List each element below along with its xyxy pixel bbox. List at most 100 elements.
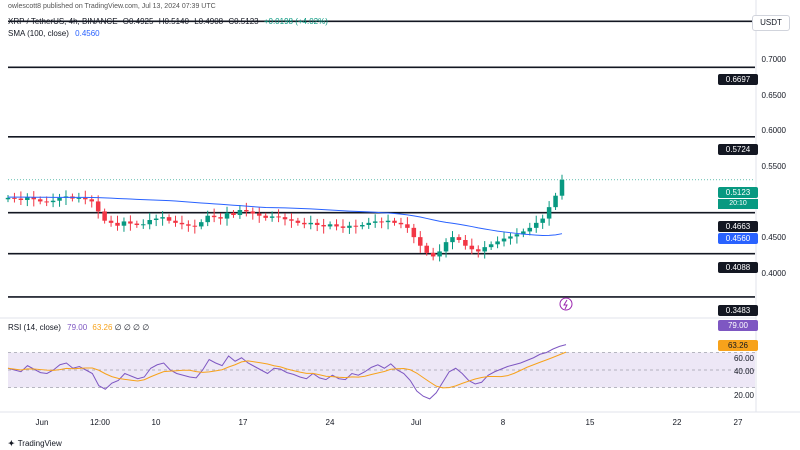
rsi-line (7, 344, 567, 400)
candle-body (44, 201, 49, 203)
candle-body (83, 197, 88, 200)
currency-button[interactable]: USDT (752, 15, 790, 31)
sma-header[interactable]: SMA (100, close) 0.4560 (8, 29, 100, 39)
symbol-label[interactable]: XRP / TetherUS, 4h, BINANCE (8, 17, 118, 26)
sma-value: 0.4560 (75, 29, 100, 38)
alert-icon-bolt (563, 299, 568, 310)
rsi-ma-line (7, 351, 567, 389)
sma-label: SMA (100, close) (8, 29, 69, 38)
symbol-header: XRP / TetherUS, 4h, BINANCE O0.4925 H0.5… (8, 17, 328, 27)
candle-body (398, 222, 404, 225)
candle-body (205, 215, 210, 223)
candle-body (115, 222, 120, 226)
candle-body (334, 224, 339, 227)
candle-body (430, 252, 436, 257)
candle-body (18, 198, 24, 200)
candle-body (495, 241, 500, 245)
candle-body (508, 236, 513, 239)
candle-body (379, 221, 384, 223)
candle-body (231, 212, 236, 215)
rsi-header[interactable]: RSI (14, close) 79.00 63.26 ∅ ∅ ∅ ∅ (8, 323, 149, 333)
candle-body (244, 210, 249, 212)
candle-body (186, 224, 191, 226)
candle-body (263, 215, 268, 218)
candle-body (121, 221, 127, 226)
time-axis-label: 17 (238, 418, 248, 427)
candle-body (179, 222, 185, 225)
candle-body (31, 197, 37, 200)
candle-body (540, 218, 545, 223)
time-axis-label: 27 (733, 418, 743, 427)
current-price-tag: 0.5123 (718, 187, 758, 198)
candle-body (302, 222, 307, 225)
rsi-value-tag: 79.00 (718, 320, 758, 331)
candle-body (405, 224, 410, 228)
candle-body (437, 251, 442, 257)
rsi-ma-value: 63.26 (92, 323, 113, 332)
candle-body (360, 225, 365, 227)
candle-body (95, 201, 101, 212)
candle-body (411, 227, 417, 238)
rsi-ma-tag: 63.26 (718, 340, 758, 351)
level-tag: 0.4663 (718, 221, 758, 232)
candle-body (418, 237, 423, 246)
candle-body (469, 245, 475, 250)
time-axis-label: 15 (585, 418, 595, 427)
candle-body (57, 197, 62, 201)
candle-body (392, 220, 397, 223)
candle-body (153, 218, 159, 220)
time-axis-label: 12:00 (89, 418, 111, 427)
candle-body (521, 231, 526, 235)
candle-body (308, 222, 314, 225)
candle-body (340, 226, 346, 228)
price-axis-label: 0.7000 (761, 55, 786, 64)
level-tag: 0.6697 (718, 74, 758, 85)
candle-body (289, 219, 294, 221)
candle-body (463, 240, 468, 246)
candle-body (450, 237, 455, 243)
candle-body (160, 217, 165, 219)
brand-label: TradingView (17, 439, 62, 448)
time-axis-label: 24 (325, 418, 335, 427)
candle-body (488, 244, 494, 248)
candle-body (173, 220, 178, 223)
candle-body (76, 197, 82, 199)
candle-body (250, 211, 256, 214)
tradingview-logo[interactable]: ✦ TradingView (8, 439, 62, 448)
candle-body (128, 221, 133, 224)
candle-body (372, 221, 378, 223)
candle-body (237, 210, 243, 215)
time-axis-label: Jun (35, 418, 49, 427)
candle-body (192, 225, 198, 227)
rsi-axis-label: 20.00 (733, 391, 754, 400)
candle-body (501, 238, 507, 242)
candle-body (553, 195, 558, 208)
candle-body (147, 220, 152, 225)
price-axis-label: 0.5500 (761, 162, 786, 171)
candle-body (50, 200, 56, 203)
candle-body (282, 217, 288, 220)
sma-price-tag: 0.4560 (718, 233, 758, 244)
time-axis-label: Jul (410, 418, 422, 427)
close-value: C0.5123 (228, 17, 259, 26)
level-tag: 0.4088 (718, 262, 758, 273)
rsi-label: RSI (14, close) (8, 323, 61, 332)
candle-body (25, 197, 30, 200)
candle-body (256, 213, 262, 216)
level-tag: 0.5724 (718, 144, 758, 155)
candle-body (424, 245, 429, 253)
candle-body (295, 220, 301, 223)
bar-countdown: 20:10 (718, 199, 758, 209)
price-axis-label: 0.6000 (761, 126, 786, 135)
open-value: O0.4925 (122, 17, 154, 26)
candle-body (141, 224, 146, 226)
candle-body (321, 225, 326, 227)
candle-body (353, 225, 359, 227)
time-axis-label: 8 (500, 418, 506, 427)
alert-icon (559, 297, 573, 311)
candle-body (533, 222, 539, 228)
rsi-value: 79.00 (67, 323, 88, 332)
time-axis-label: 10 (151, 418, 161, 427)
high-value: H0.5140 (158, 17, 189, 26)
